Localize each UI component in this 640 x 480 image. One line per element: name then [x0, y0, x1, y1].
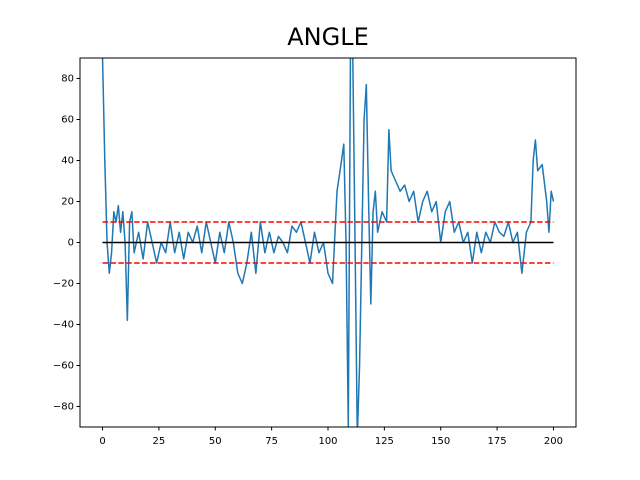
x-tick-label: 75	[265, 436, 278, 447]
y-tick-label: 80	[61, 74, 74, 85]
y-tick-label: −40	[53, 320, 74, 331]
data-line	[101, 58, 555, 427]
chart-title: ANGLE	[287, 23, 369, 51]
plot	[101, 58, 555, 427]
y-tick-label: −80	[53, 402, 74, 413]
y-tick-label: −60	[53, 361, 74, 372]
x-tick-label: 150	[431, 436, 450, 447]
y-tick-label: 60	[61, 115, 74, 126]
x-tick-label: 200	[544, 436, 563, 447]
x-tick-label: 100	[318, 436, 337, 447]
y-tick-label: 40	[61, 156, 74, 167]
x-tick-label: 175	[488, 436, 507, 447]
x-tick-label: 50	[209, 436, 222, 447]
x-tick-label: 0	[99, 436, 105, 447]
y-tick-label: −20	[53, 279, 74, 290]
y-tick-label: 20	[61, 197, 74, 208]
x-tick-label: 25	[153, 436, 166, 447]
y-tick-label: 0	[68, 238, 74, 249]
x-tick-label: 125	[375, 436, 394, 447]
